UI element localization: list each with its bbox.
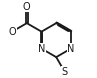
Text: N: N <box>38 44 45 54</box>
Text: O: O <box>23 2 31 12</box>
Text: O: O <box>9 27 17 37</box>
Text: S: S <box>62 67 68 77</box>
Text: N: N <box>67 44 75 54</box>
